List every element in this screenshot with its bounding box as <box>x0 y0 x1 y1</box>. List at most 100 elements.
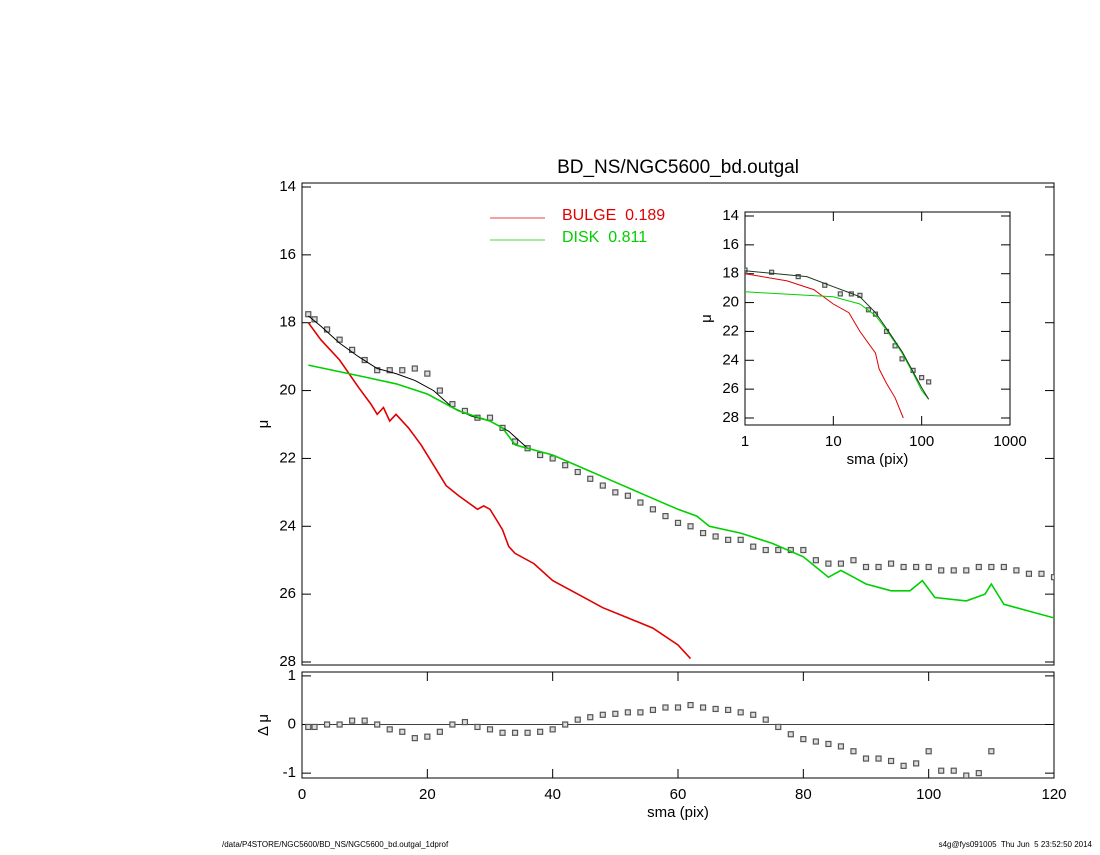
data-point <box>938 567 945 574</box>
data-point <box>574 716 581 723</box>
data-point <box>775 723 782 731</box>
y-tick-label: 16 <box>279 246 296 263</box>
data-point <box>424 370 431 377</box>
data-point <box>486 726 494 733</box>
y-axis-label: Δ μ <box>255 714 272 736</box>
data-point <box>436 728 443 735</box>
data-point <box>549 726 556 733</box>
data-point <box>913 563 920 571</box>
data-point <box>587 475 594 482</box>
y-tick-label: 24 <box>722 351 739 368</box>
y-tick-label: 20 <box>279 382 296 399</box>
data-point <box>311 723 318 731</box>
data-point <box>449 721 456 728</box>
plot-frame <box>744 211 1011 426</box>
data-point <box>837 743 845 750</box>
data-point <box>374 721 381 728</box>
series-line <box>307 322 692 660</box>
y-tick-label: 18 <box>279 314 296 331</box>
data-point <box>687 523 694 530</box>
data-point <box>725 706 732 714</box>
y-tick-label: 24 <box>279 517 296 534</box>
y-tick-label: 26 <box>722 380 739 397</box>
data-point <box>875 563 882 571</box>
data-point <box>323 721 331 728</box>
data-point <box>745 267 748 273</box>
data-point <box>950 767 957 774</box>
x-axis-label: sma (pix) <box>647 804 709 821</box>
y-tick-label: 0 <box>288 715 296 732</box>
data-point <box>938 767 945 774</box>
data-point <box>837 560 845 567</box>
data-point <box>361 717 368 724</box>
data-point <box>963 567 970 574</box>
x-tick-label: 10 <box>825 433 842 450</box>
data-point <box>336 721 343 728</box>
data-point <box>624 492 631 499</box>
series-line <box>308 364 1054 619</box>
data-point <box>926 379 932 385</box>
y-tick-label: 22 <box>279 449 296 466</box>
x-tick-label: 80 <box>795 786 812 803</box>
data-point <box>795 274 801 280</box>
data-point <box>599 482 606 489</box>
data-point <box>624 709 631 716</box>
data-point <box>887 757 895 765</box>
data-point <box>768 269 775 275</box>
x-tick-label: 0 <box>298 786 306 803</box>
data-point <box>775 546 782 554</box>
data-point <box>875 755 882 762</box>
data-point <box>925 748 932 755</box>
y-tick-label: 14 <box>722 207 739 224</box>
data-point <box>900 762 907 769</box>
legend-label: DISK 0.811 <box>562 229 647 246</box>
data-point <box>862 755 870 762</box>
y-tick-label: 14 <box>279 178 296 195</box>
data-point <box>674 704 682 711</box>
data-point <box>975 563 982 571</box>
data-point <box>762 716 769 723</box>
data-point <box>637 499 644 506</box>
data-point <box>800 736 807 743</box>
data-point <box>913 760 920 767</box>
series-line <box>745 291 930 400</box>
data-point <box>399 367 406 374</box>
data-point <box>399 728 406 735</box>
x-axis-label: sma (pix) <box>847 451 909 468</box>
series-line <box>745 270 930 400</box>
data-point <box>305 311 312 318</box>
data-point <box>737 709 744 716</box>
data-point <box>687 701 694 709</box>
data-point <box>374 367 381 374</box>
plot-frame <box>301 671 1055 779</box>
data-point <box>411 735 418 742</box>
data-point <box>411 365 418 372</box>
y-tick-label: 26 <box>279 585 296 602</box>
data-point <box>975 770 982 777</box>
data-point <box>950 567 957 574</box>
data-point <box>349 717 356 724</box>
data-point <box>1000 563 1007 571</box>
y-tick-label: 28 <box>722 409 739 426</box>
data-point <box>662 704 669 711</box>
data-point <box>599 711 606 718</box>
data-point <box>712 533 719 540</box>
data-point <box>662 513 669 520</box>
data-point <box>750 711 757 718</box>
data-point <box>850 557 857 564</box>
data-point <box>825 740 832 748</box>
y-tick-label: 28 <box>279 653 296 670</box>
data-point <box>305 723 312 731</box>
data-point <box>850 748 857 755</box>
data-point <box>837 291 843 297</box>
data-point <box>988 563 995 571</box>
data-point <box>1025 570 1033 577</box>
data-point <box>637 709 644 716</box>
data-point <box>787 731 794 738</box>
data-point <box>899 356 905 362</box>
x-tick-label: 60 <box>670 786 687 803</box>
x-tick-label: 1000 <box>993 433 1026 450</box>
y-tick-label: 1 <box>288 667 296 684</box>
footer-right: s4g@fys091005 Thu Jun 5 23:52:50 2014 <box>939 840 1093 849</box>
